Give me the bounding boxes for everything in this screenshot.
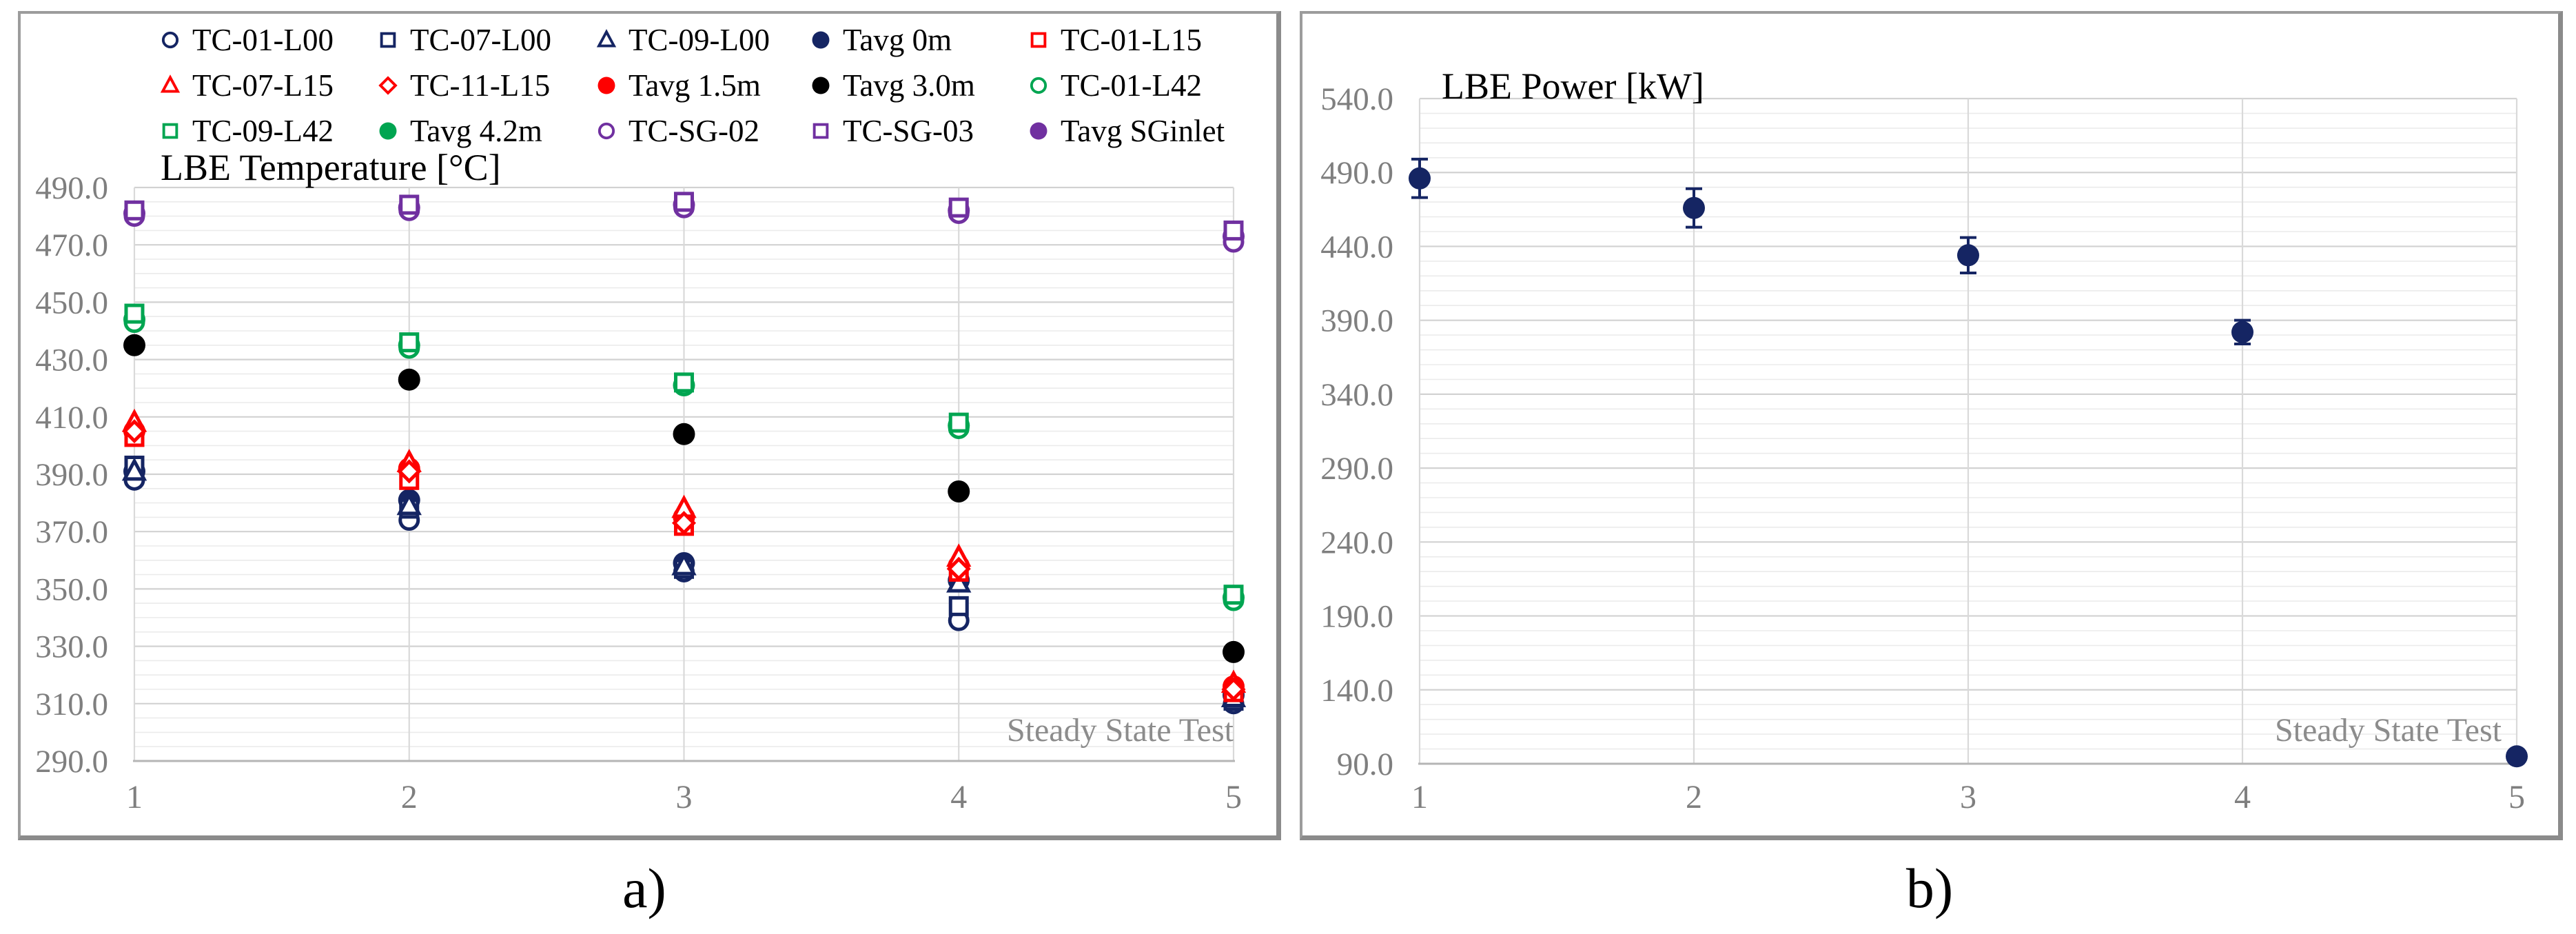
y-tick-label: 140.0 [1320,673,1393,709]
legend-item-tc-09-l42: TC-09-L42 [158,113,334,149]
legend-item-tavg-1.5m: Tavg 1.5m [594,68,761,103]
legend-item-tavg-4.2m: Tavg 4.2m [376,113,542,149]
y-tick-label: 340.0 [1320,377,1393,413]
square-marker-icon [162,123,178,139]
x-tick-label: 4 [2234,779,2251,815]
legend-item-tavg-0m: Tavg 0m [808,22,952,58]
left-chart-title: LBE Temperature [°C] [161,147,501,188]
series-tc-09-l42 [124,303,1244,605]
x-tick-label: 4 [950,779,967,815]
legend-label: TC-07-L15 [192,68,334,103]
series-tc-sg-03 [124,192,1244,241]
x-tick-label: 1 [1411,779,1428,815]
legend-label: TC-11-L15 [410,68,551,103]
y-tick-label: 540.0 [1320,81,1393,117]
legend-item-tc-07-l15: TC-07-L15 [158,68,334,103]
legend-label: TC-01-L42 [1061,68,1202,103]
series-lbe-power [1409,157,2528,768]
legend-label: Tavg SGinlet [1061,114,1225,148]
circle-marker-icon [597,122,615,140]
y-tick-label: 390.0 [35,457,108,493]
circle-marker-icon [597,77,615,94]
right-chart-title: LBE Power [kW] [1442,65,1704,107]
legend: TC-01-L00 TC-07-L00 TC-09-L00 Tavg 0m TC-01-… [21,14,1276,165]
legend-label: TC-07-L00 [410,23,551,57]
y-tick-label: 290.0 [35,744,108,780]
circle-marker-icon [1030,122,1047,140]
legend-item-tc-sg-02: TC-SG-02 [594,113,759,149]
legend-item-tc-01-l00: TC-01-L00 [158,22,334,58]
y-tick-label: 290.0 [1320,451,1393,487]
x-tick-label: 2 [401,779,418,815]
caption-b: b) [1905,857,1954,920]
legend-item-tavg-sginlet: Tavg SGinlet [1026,113,1225,149]
y-tick-label: 490.0 [35,170,108,206]
square-marker-icon [812,123,829,139]
right-chart-panel: 540.0 490.0 440.0 390.0 340.0 290.0 240.0 190.0… [1300,11,2563,840]
legend-label: TC-09-L00 [628,23,770,57]
left-chart-panel: 490.0 470.0 450.0 430.0 410.0 390.0 370.0 350.0… [18,11,1281,840]
triangle-marker-icon [596,29,617,48]
right-chart-annotation: Steady State Test [2274,712,2502,749]
legend-item-tc-07-l00: TC-07-L00 [376,22,551,58]
circle-marker-icon [812,77,830,94]
left-chart-annotation: Steady State Test [1006,712,1234,749]
caption-a: a) [622,857,666,920]
right-chart-plot: 540.0490.0440.0390.0340.0290.0240.0190.0… [1320,81,2528,815]
legend-item-tc-01-l42: TC-01-L42 [1026,68,1202,103]
y-tick-label: 190.0 [1320,599,1393,635]
legend-item-tc-sg-03: TC-SG-03 [808,113,974,149]
x-tick-label: 3 [1960,779,1976,815]
x-tick-label: 2 [1686,779,1702,815]
y-tick-label: 350.0 [35,571,108,607]
legend-item-tc-11-l15: TC-11-L15 [376,68,550,103]
y-tick-label: 240.0 [1320,525,1393,560]
x-tick-label: 5 [2508,779,2525,815]
legend-item-tc-01-l15: TC-01-L15 [1026,22,1202,58]
y-tick-label: 310.0 [35,687,108,722]
y-tick-label: 330.0 [35,629,108,665]
square-marker-icon [1030,32,1047,48]
legend-item-tavg-3.0m: Tavg 3.0m [808,68,975,103]
circle-marker-icon [812,31,830,49]
legend-label: Tavg 3.0m [843,68,975,103]
legend-label: Tavg 1.5m [628,68,761,103]
square-marker-icon [380,32,396,48]
series-tc-11-l15 [122,419,1246,702]
y-tick-label: 410.0 [35,400,108,436]
x-tick-label: 1 [126,779,143,815]
x-tick-label: 5 [1225,779,1242,815]
circle-marker-icon [379,122,397,140]
y-tick-label: 90.0 [1337,747,1393,782]
legend-label: TC-09-L42 [192,114,334,148]
circle-marker-icon [1030,77,1047,94]
legend-label: Tavg 4.2m [410,114,542,148]
legend-label: TC-01-L15 [1061,23,1202,57]
y-tick-label: 450.0 [35,285,108,321]
y-tick-label: 490.0 [1320,155,1393,191]
y-tick-label: 390.0 [1320,303,1393,339]
y-tick-label: 440.0 [1320,229,1393,265]
x-tick-label: 3 [676,779,693,815]
triangle-marker-icon [160,74,181,93]
circle-marker-icon [161,31,179,49]
diamond-marker-icon [378,76,398,95]
legend-label: TC-SG-03 [843,114,974,148]
legend-label: TC-SG-02 [628,114,759,148]
legend-label: Tavg 0m [843,23,952,57]
y-tick-label: 370.0 [35,514,108,550]
legend-item-tc-09-l00: TC-09-L00 [594,22,770,58]
series-tavg-3.0m [123,334,1245,663]
y-tick-label: 430.0 [35,343,108,378]
legend-label: TC-01-L00 [192,23,334,57]
left-chart-plot: 490.0 470.0 450.0 430.0 410.0 390.0 370.0 350.0… [35,170,1247,815]
y-tick-label: 470.0 [35,227,108,263]
